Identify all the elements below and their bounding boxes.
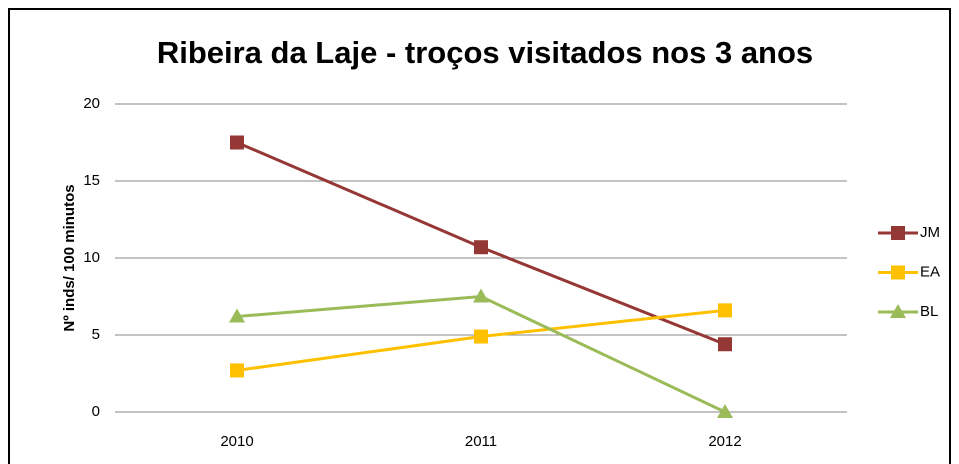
legend-marker: [890, 304, 906, 318]
data-point: [230, 135, 244, 150]
x-tick-label: 2010: [220, 433, 253, 450]
chart-title: Ribeira da Laje - troços visitados nos 3…: [157, 35, 813, 70]
chart-frame: [8, 8, 951, 464]
legend-label: EA: [920, 263, 940, 280]
legend-label: BL: [920, 303, 938, 320]
x-tick-label: 2012: [708, 433, 741, 450]
data-point: [718, 337, 732, 352]
y-tick-label: 5: [92, 326, 100, 343]
y-tick-label: 15: [83, 172, 100, 189]
y-tick-label: 20: [83, 95, 100, 112]
data-point: [717, 404, 733, 418]
data-point: [473, 288, 489, 303]
y-tick-label: 10: [83, 249, 100, 266]
data-point: [474, 240, 488, 255]
x-tick-label: 2011: [465, 433, 497, 450]
data-point: [474, 329, 488, 344]
legend-label: JM: [920, 224, 940, 241]
legend-marker: [891, 265, 905, 280]
data-point: [718, 303, 732, 318]
y-axis-label: Nº inds/ 100 minutos: [61, 184, 78, 331]
legend-marker: [891, 226, 905, 240]
data-point: [229, 308, 245, 323]
y-tick-label: 0: [92, 403, 100, 420]
data-point: [230, 363, 244, 378]
